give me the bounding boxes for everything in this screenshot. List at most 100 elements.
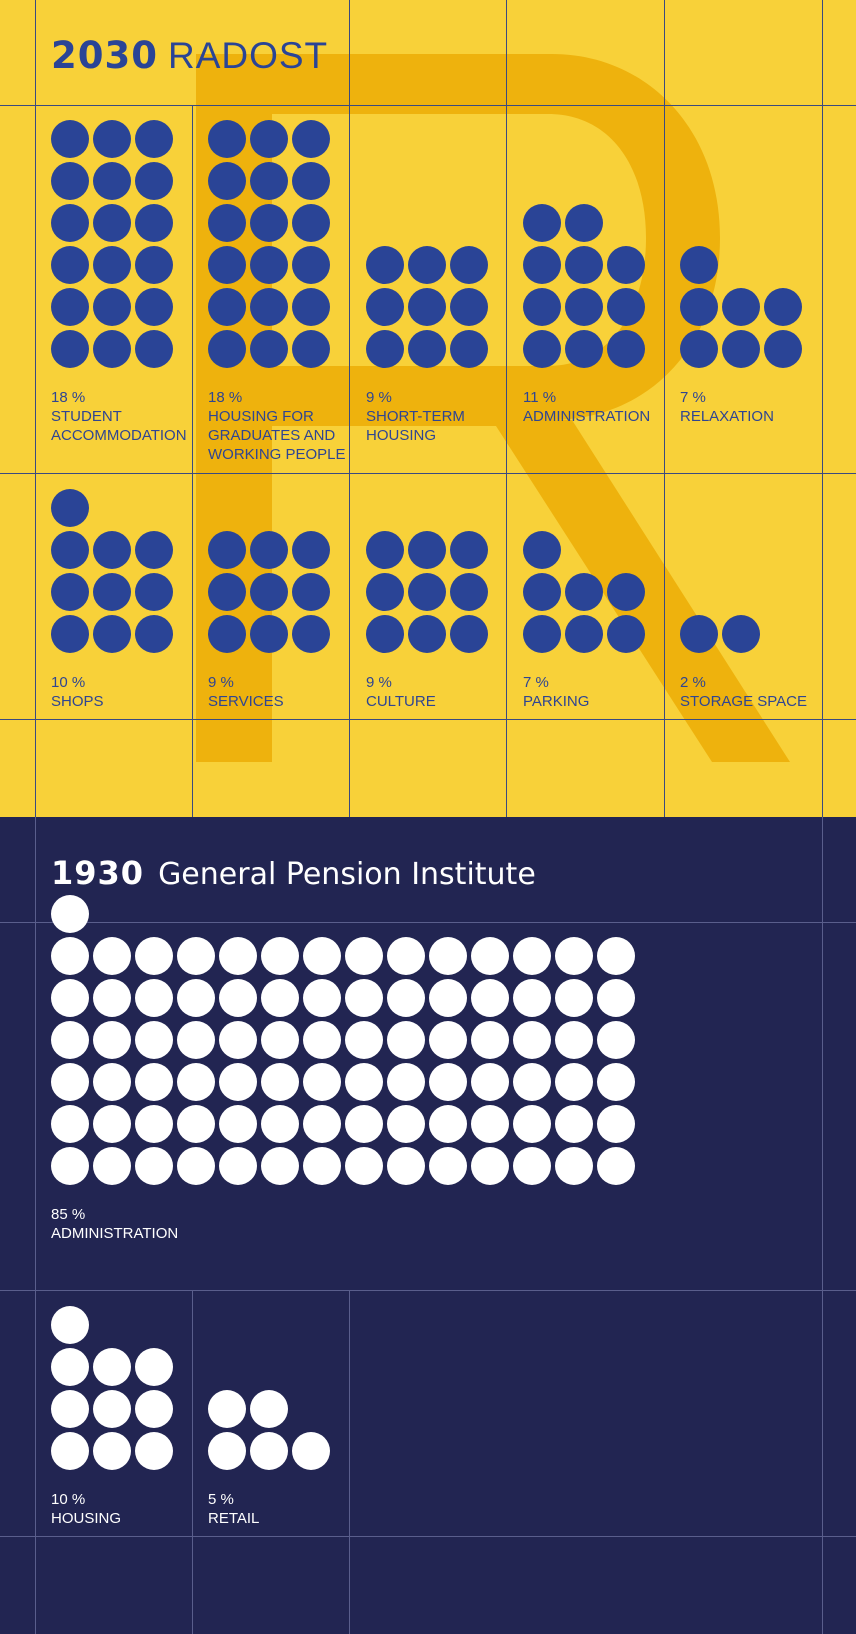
grid-line xyxy=(506,0,507,817)
category-label: 18 % HOUSING FOR GRADUATES AND WORKING PE… xyxy=(208,388,358,464)
pictogram-dot xyxy=(135,531,173,569)
category-label: 9 % SERVICES xyxy=(208,673,358,711)
pictogram-dot xyxy=(722,330,760,368)
pictogram-dot xyxy=(135,573,173,611)
pictogram-dot xyxy=(345,979,383,1017)
pictogram-dot xyxy=(135,1432,173,1470)
pictogram-dot xyxy=(177,1147,215,1185)
pictogram-dot xyxy=(513,979,551,1017)
pictogram-dot xyxy=(513,1147,551,1185)
pictogram-dot xyxy=(471,1063,509,1101)
pictogram-dot xyxy=(93,1432,131,1470)
pictogram-dot xyxy=(93,204,131,242)
pictogram-dot xyxy=(565,204,603,242)
category-name: HOUSING FOR GRADUATES AND WORKING PEOPLE xyxy=(208,408,346,463)
pictogram-dot xyxy=(135,1348,173,1386)
pictogram-dot xyxy=(471,1147,509,1185)
pictogram-dot xyxy=(51,204,89,242)
pictogram-dot xyxy=(93,1390,131,1428)
pictogram-dot xyxy=(51,979,89,1017)
pictogram-dot xyxy=(135,120,173,158)
category-label: 11 % ADMINISTRATION xyxy=(523,388,673,426)
pictogram-dot xyxy=(93,120,131,158)
pictogram-dot xyxy=(261,1021,299,1059)
pictogram-dot xyxy=(607,330,645,368)
pictogram-dot xyxy=(292,1432,330,1470)
pictogram-dot xyxy=(565,615,603,653)
pictogram-dot xyxy=(208,1390,246,1428)
pictogram-dot xyxy=(523,531,561,569)
pictogram-dot xyxy=(261,1147,299,1185)
pictogram-dot xyxy=(429,1063,467,1101)
pictogram-dot xyxy=(555,1063,593,1101)
pictogram-dot xyxy=(303,1105,341,1143)
pictogram-dot xyxy=(565,246,603,284)
pictogram-dot xyxy=(513,1063,551,1101)
pictogram-dot xyxy=(93,937,131,975)
pictogram-dot xyxy=(219,1021,257,1059)
pictogram-dot xyxy=(408,288,446,326)
pictogram-dot xyxy=(51,246,89,284)
pictogram-dot xyxy=(366,615,404,653)
grid-line xyxy=(0,1536,856,1537)
pictogram-dot xyxy=(450,573,488,611)
pictogram-dot xyxy=(597,1063,635,1101)
pictogram-dot xyxy=(523,573,561,611)
pictogram-dot xyxy=(93,1063,131,1101)
pictogram-dot xyxy=(387,1105,425,1143)
pictogram-dot xyxy=(345,937,383,975)
pictogram-dot xyxy=(408,573,446,611)
grid-line xyxy=(349,0,350,817)
category-name: SHORT-TERM HOUSING xyxy=(366,408,465,444)
pictogram-dot xyxy=(93,162,131,200)
grid-line xyxy=(0,105,856,106)
pictogram-dot xyxy=(565,330,603,368)
pictogram-dot xyxy=(523,204,561,242)
pictogram-dot xyxy=(261,1105,299,1143)
pictogram-dot xyxy=(51,895,89,933)
category-name: PARKING xyxy=(523,693,590,710)
grid-line xyxy=(35,0,36,817)
grid-line xyxy=(35,817,36,1634)
pictogram-dot xyxy=(250,330,288,368)
pictogram-dot xyxy=(607,246,645,284)
pictogram-dot xyxy=(450,246,488,284)
pictogram-dot xyxy=(387,979,425,1017)
pictogram-dot xyxy=(177,979,215,1017)
pictogram-dot xyxy=(250,288,288,326)
pictogram-dot xyxy=(250,573,288,611)
pictogram-dot xyxy=(387,937,425,975)
pictogram-dot xyxy=(93,615,131,653)
pictogram-dot xyxy=(135,1390,173,1428)
pictogram-dot xyxy=(51,531,89,569)
pictogram-dot xyxy=(135,162,173,200)
pictogram-dot xyxy=(722,615,760,653)
pictogram-dot xyxy=(135,330,173,368)
title-year: 2030 xyxy=(51,34,158,77)
pictogram-dot xyxy=(429,979,467,1017)
category-name: ADMINISTRATION xyxy=(51,1225,179,1242)
pictogram-dot xyxy=(219,937,257,975)
pictogram-dot xyxy=(93,288,131,326)
pictogram-dot xyxy=(408,246,446,284)
pictogram-dot xyxy=(292,246,330,284)
pictogram-dot xyxy=(565,573,603,611)
percent-value: 18 % xyxy=(208,389,243,406)
pictogram-dot xyxy=(93,246,131,284)
pictogram-dot xyxy=(366,330,404,368)
category-label: 85 % ADMINISTRATION xyxy=(51,1205,651,1243)
pictogram-dot xyxy=(303,1021,341,1059)
pictogram-dot xyxy=(51,288,89,326)
category-name: ADMINISTRATION xyxy=(523,408,651,425)
pictogram-dot xyxy=(607,615,645,653)
percent-value: 10 % xyxy=(51,674,86,691)
pictogram-dot xyxy=(429,1021,467,1059)
pictogram-dot xyxy=(51,615,89,653)
pictogram-dot xyxy=(177,1021,215,1059)
category-label: 9 % CULTURE xyxy=(366,673,516,711)
pictogram-dot xyxy=(51,1147,89,1185)
category-name: SHOPS xyxy=(51,693,104,710)
pictogram-dot xyxy=(408,615,446,653)
pictogram-dot xyxy=(208,246,246,284)
